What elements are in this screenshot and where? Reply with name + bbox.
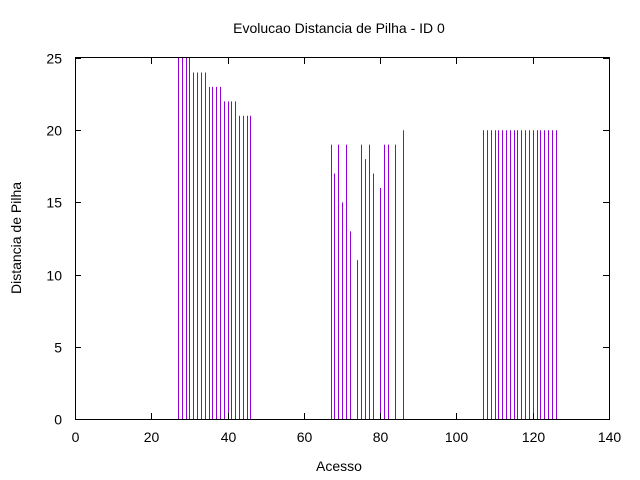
x-tick-label: 0 — [72, 429, 80, 445]
x-tick-label: 60 — [297, 429, 313, 445]
x-axis-ticks: 0 20 40 60 80 100 120 140 — [72, 58, 622, 445]
x-tick-label: 20 — [144, 429, 160, 445]
y-tick-label: 5 — [54, 340, 62, 356]
x-tick-label: 100 — [445, 429, 469, 445]
y-tick-label: 0 — [54, 412, 62, 428]
x-axis-label: Acesso — [316, 458, 362, 474]
x-tick-label: 40 — [221, 429, 237, 445]
y-tick-label: 15 — [46, 195, 62, 211]
x-tick-label: 80 — [373, 429, 389, 445]
y-tick-label: 10 — [46, 268, 62, 284]
y-tick-label: 20 — [46, 123, 62, 139]
impulse-series — [178, 58, 557, 419]
y-axis-ticks: 0 5 10 15 20 25 — [46, 51, 609, 428]
y-tick-label: 25 — [46, 51, 62, 67]
chart-title: Evolucao Distancia de Pilha - ID 0 — [233, 20, 445, 36]
plot-frame — [75, 57, 610, 420]
x-tick-label: 120 — [522, 429, 546, 445]
y-axis-label: Distancia de Pilha — [8, 182, 24, 294]
x-tick-label: 140 — [598, 429, 622, 445]
